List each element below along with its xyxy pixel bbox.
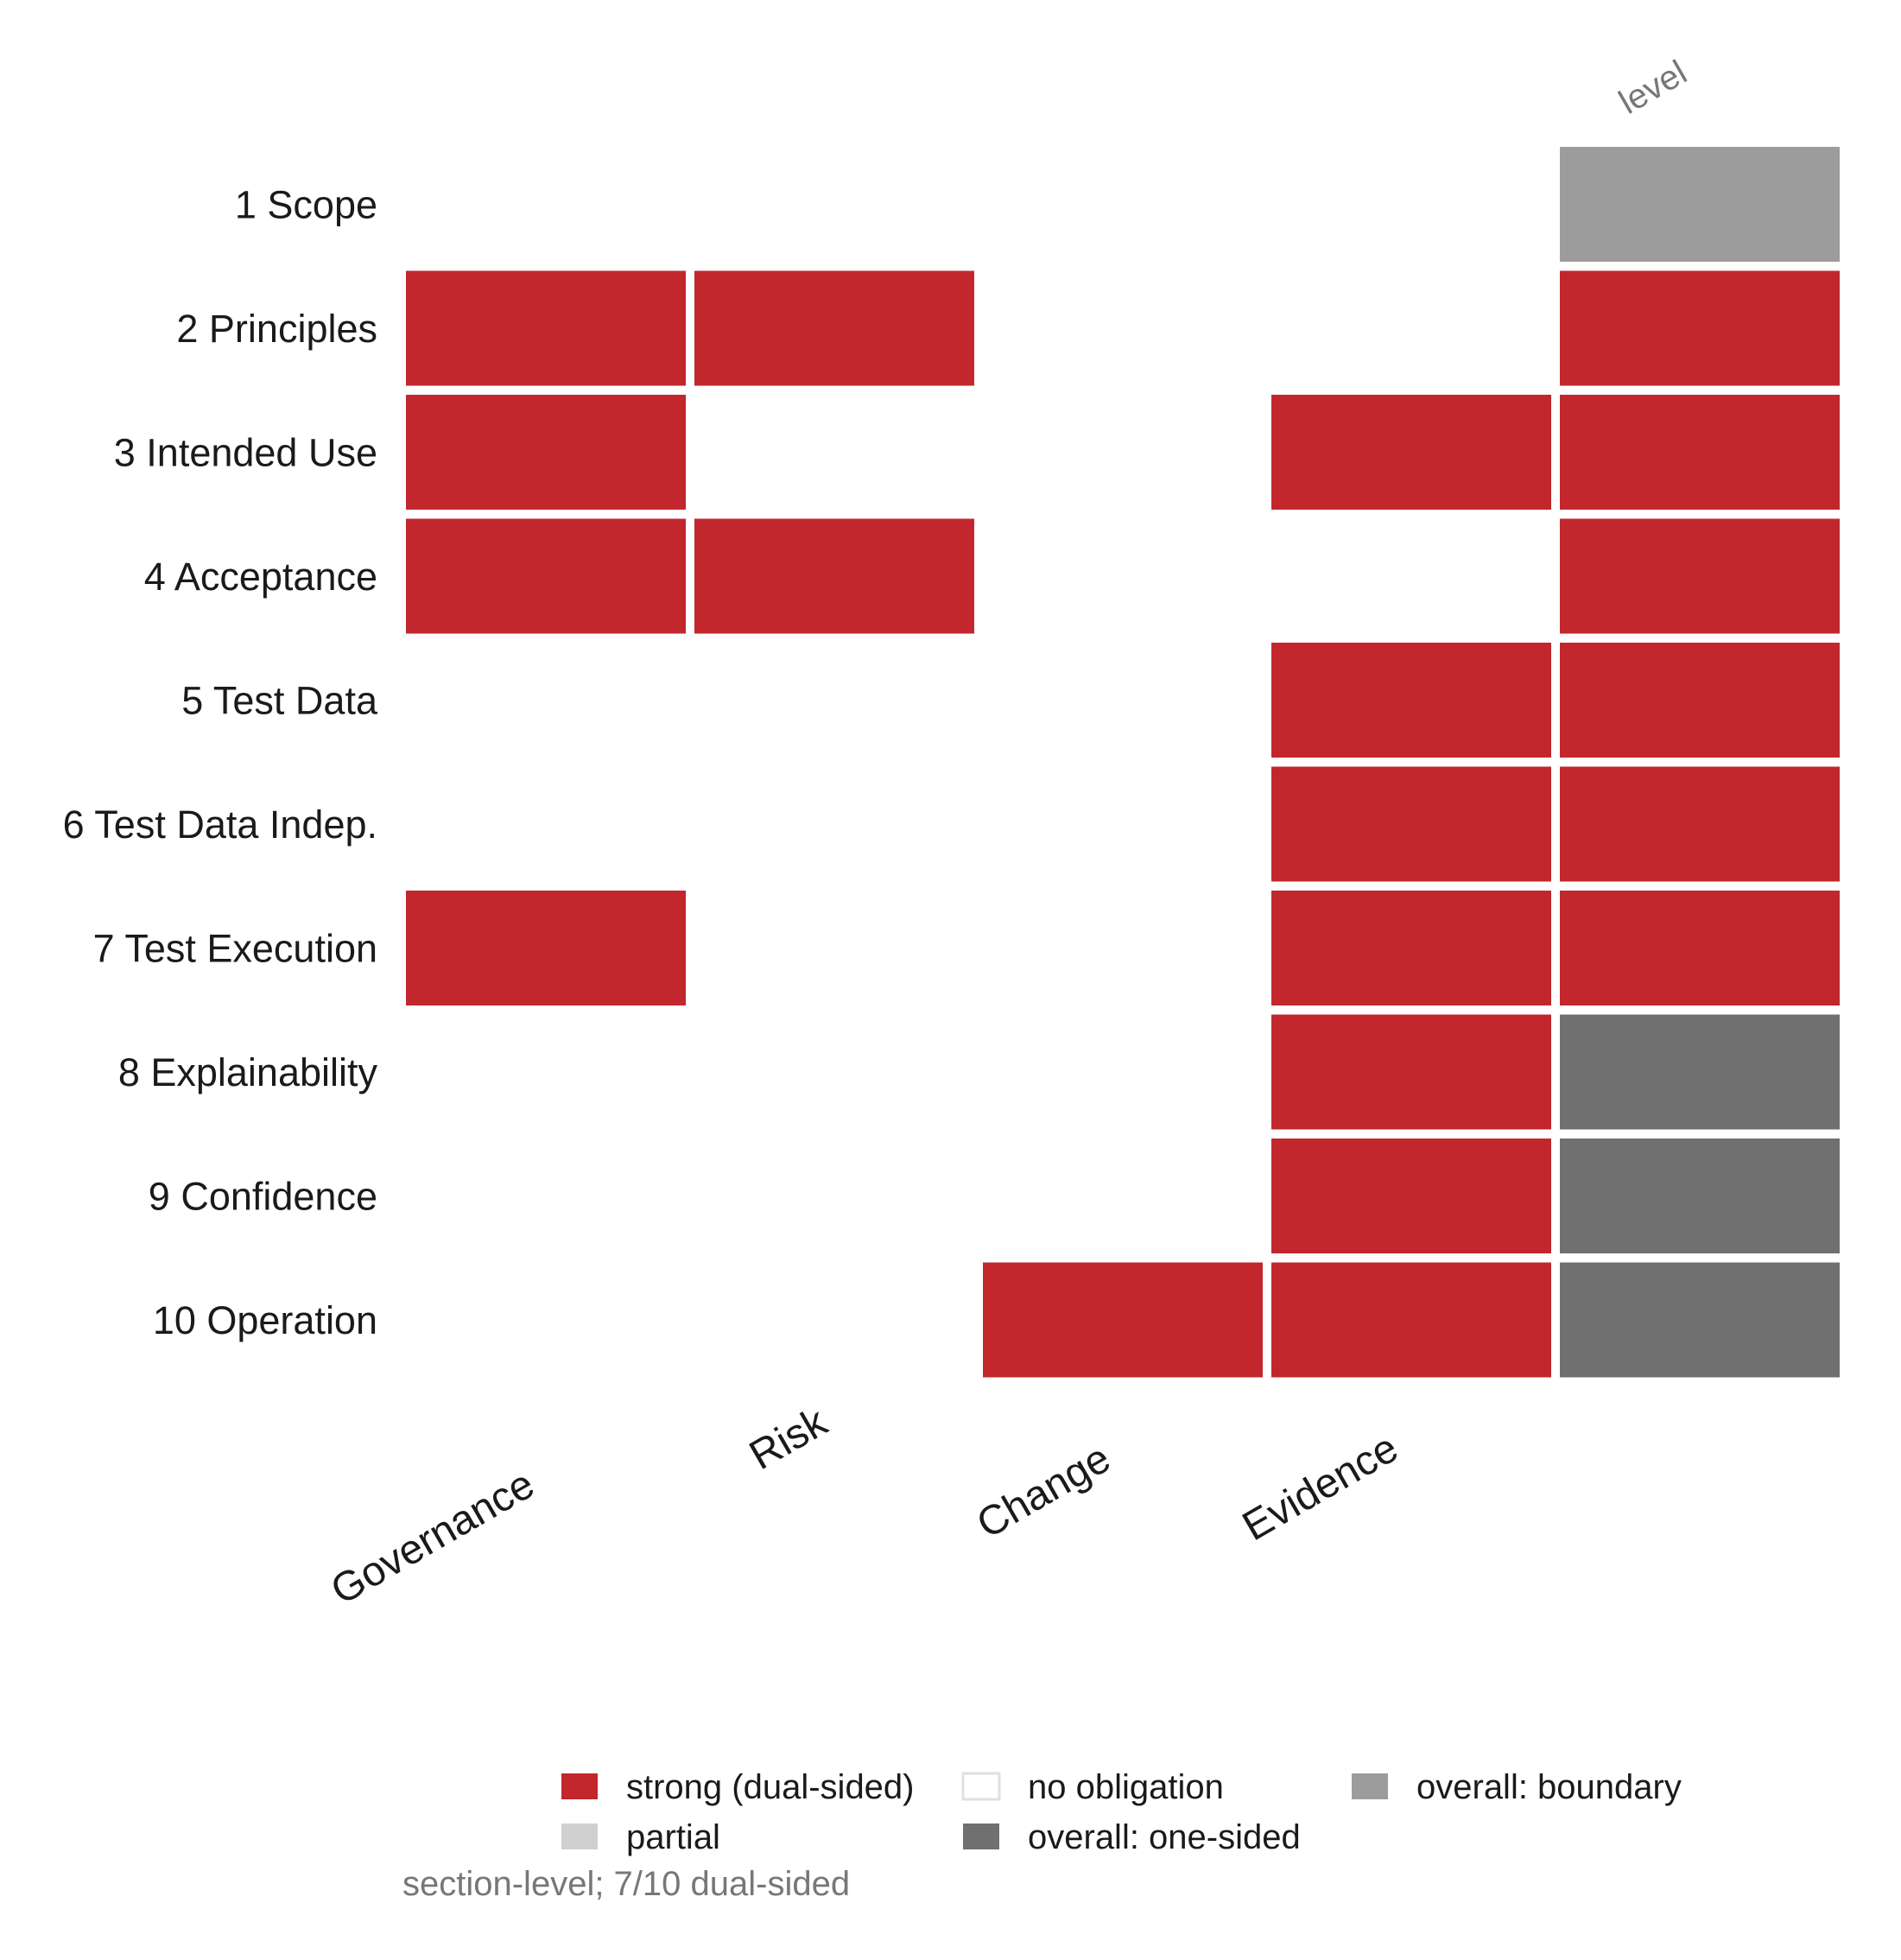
column-label-governance: Governance <box>324 1462 542 1614</box>
level-cell-4-acceptance <box>1560 518 1840 634</box>
cell-5-test-data-evidence <box>1271 643 1551 758</box>
legend-label-none: no obligation <box>1028 1768 1224 1806</box>
row-label: 5 Test Data <box>181 679 378 723</box>
legend-label-strong: strong (dual-sided) <box>626 1768 915 1806</box>
level-cell-8-explainability <box>1560 1014 1840 1130</box>
legend: strong (dual-sided) no obligation overall:… <box>561 1768 1682 1856</box>
legend-swatch-partial <box>561 1824 598 1849</box>
row-label: 7 Test Execution <box>93 927 377 971</box>
cell-4-acceptance-governance <box>406 518 686 634</box>
chart-caption: section-level; 7/10 dual-sided <box>402 1865 850 1903</box>
level-cell-1-scope <box>1560 147 1840 262</box>
cell-2-principles-governance <box>406 270 686 386</box>
level-cell-9-confidence <box>1560 1139 1840 1253</box>
cell-3-intended-use-governance <box>406 395 686 510</box>
row-label: 6 Test Data Indep. <box>63 802 377 847</box>
row-label: 4 Acceptance <box>144 555 377 599</box>
cell-7-test-execution-governance <box>406 891 686 1005</box>
row-label: 10 Operation <box>153 1298 377 1342</box>
heatmap-cells <box>406 147 1840 1378</box>
cell-4-acceptance-risk <box>694 518 974 634</box>
legend-label-one-sided: overall: one-sided <box>1028 1818 1301 1856</box>
cell-10-operation-change <box>983 1262 1263 1378</box>
row-labels: 1 Scope 2 Principles 3 Intended Use 4 Accep… <box>63 183 378 1343</box>
cell-7-test-execution-evidence <box>1271 891 1551 1005</box>
cell-9-confidence-evidence <box>1271 1139 1551 1253</box>
level-cell-2-principles <box>1560 270 1840 386</box>
legend-label-boundary: overall: boundary <box>1416 1768 1682 1806</box>
column-label-change: Change <box>969 1436 1118 1548</box>
cell-10-operation-evidence <box>1271 1262 1551 1378</box>
cell-2-principles-risk <box>694 270 974 386</box>
level-cell-6-test-data-indep <box>1560 766 1840 882</box>
legend-swatch-none <box>961 1772 1001 1801</box>
legend-label-partial: partial <box>626 1818 720 1856</box>
row-label: 3 Intended Use <box>114 431 377 475</box>
row-label: 1 Scope <box>235 183 377 227</box>
row-label: 2 Principles <box>176 307 377 351</box>
column-label-evidence: Evidence <box>1235 1425 1406 1551</box>
level-cell-10-operation <box>1560 1262 1840 1378</box>
level-column-label: level <box>1613 54 1693 122</box>
legend-swatch-one-sided <box>963 1824 999 1849</box>
level-cell-5-test-data <box>1560 643 1840 758</box>
cell-8-explainability-evidence <box>1271 1014 1551 1130</box>
cell-6-test-data-indep-evidence <box>1271 766 1551 882</box>
legend-swatch-strong <box>561 1773 598 1799</box>
row-label: 9 Confidence <box>149 1175 377 1219</box>
cell-3-intended-use-evidence <box>1271 395 1551 510</box>
column-label-risk: Risk <box>742 1399 835 1479</box>
level-cell-3-intended-use <box>1560 395 1840 510</box>
legend-swatch-boundary <box>1352 1773 1388 1799</box>
row-label: 8 Explainability <box>118 1050 378 1094</box>
level-cell-7-test-execution <box>1560 891 1840 1005</box>
